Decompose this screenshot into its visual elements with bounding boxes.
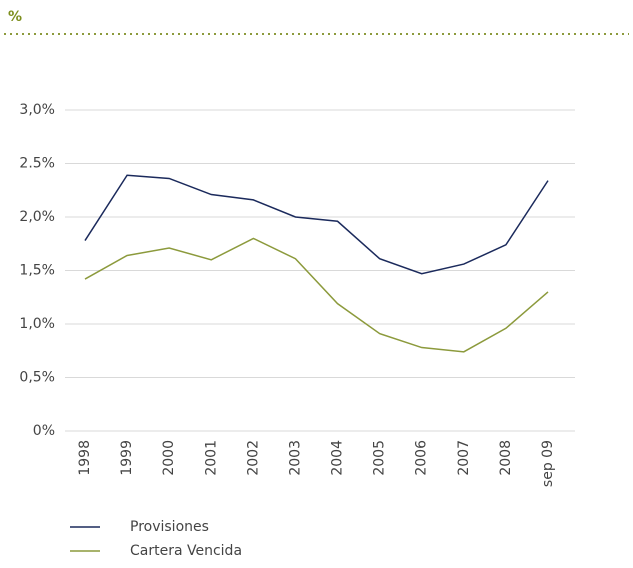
x-tick-label: 2006 (414, 440, 430, 476)
x-tick-label: 1999 (119, 440, 135, 476)
legend-label: Provisiones (130, 519, 209, 535)
y-tick-label: 3,0% (19, 102, 55, 118)
chart-title: % (8, 9, 22, 25)
x-tick-label: 2004 (330, 440, 346, 476)
x-tick-label: 2002 (245, 440, 261, 476)
x-tick-label: 2001 (203, 440, 219, 476)
x-tick-label: 2000 (161, 440, 177, 476)
x-tick-label: 1998 (77, 440, 93, 476)
x-tick-label: 2003 (287, 440, 303, 476)
x-tick-label: sep 09 (540, 440, 556, 487)
legend-label: Cartera Vencida (130, 543, 242, 559)
x-tick-label: 2007 (456, 440, 472, 476)
series-line (84, 174, 549, 275)
x-tick-label: 2005 (372, 440, 388, 476)
y-tick-label: 0,5% (19, 370, 55, 386)
y-tick-label: 2.5% (19, 156, 55, 172)
y-tick-label: 2,0% (19, 209, 55, 225)
y-tick-label: 0% (33, 423, 55, 439)
y-tick-label: 1,0% (19, 316, 55, 332)
y-tick-label: 1,5% (19, 263, 55, 279)
series-line (84, 237, 549, 353)
x-tick-label: 2008 (498, 440, 514, 476)
